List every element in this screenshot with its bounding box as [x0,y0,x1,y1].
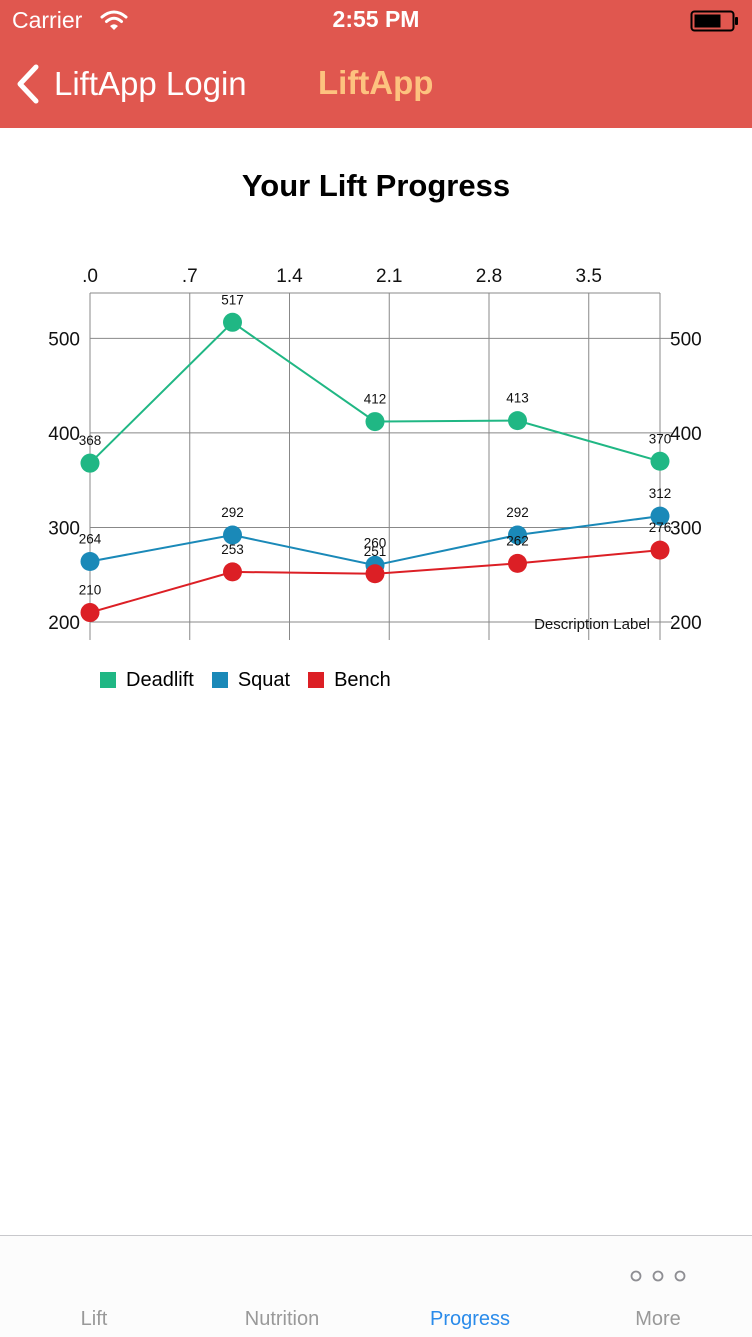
y-tick-label-right: 400 [670,424,702,445]
y-tick-label-left: 500 [48,329,80,350]
x-tick-label: 3.5 [576,266,602,287]
data-point-squat [80,551,100,571]
line-chart: .0 .7 1.4 2.1 2.8 3.5 200 200 300 300 400 400 500 500… [48,266,702,640]
y-tick-label-left: 300 [48,518,80,539]
data-label-deadlift: 517 [221,292,244,307]
chart-title: Your Lift Progress [241,168,511,203]
legend-label: Squat [237,668,291,691]
tab-more[interactable]: More [564,1236,752,1337]
y-tick-label-right: 200 [670,613,702,634]
legend-label: Bench [334,668,391,691]
data-point-bench [80,603,100,623]
legend-swatch [211,672,228,688]
legend-item-squat: Squat [211,668,291,692]
data-label-bench: 210 [79,583,102,598]
legend-label: Deadlift [126,668,194,691]
back-chevron-icon [17,64,39,104]
data-point-bench [365,564,385,584]
y-tick-label-left: 400 [48,424,80,445]
data-point-deadlift [223,312,242,332]
navigation-bar: Carrier 2:55 PM LiftApp Login LiftApp [0,0,752,128]
data-label-squat: 292 [221,505,244,520]
tab-label-more: More [635,1308,681,1330]
battery-icon [690,10,738,32]
tab-progress[interactable]: Progress [376,1236,564,1337]
data-label-bench: 253 [221,542,244,557]
back-button-label: LiftApp Login [54,65,247,102]
data-point-bench [650,540,670,560]
data-label-deadlift: 368 [79,433,102,448]
data-point-deadlift [508,411,527,431]
legend-item-bench: Bench [308,669,391,692]
y-tick-label-left: 200 [48,613,80,634]
carrier-label: Carrier [12,7,83,33]
data-point-squat [223,525,242,545]
legend-item-deadlift: Deadlift [100,669,194,692]
tab-label-nutrition: Nutrition [244,1308,320,1330]
tab-label-progress: Progress [429,1308,511,1330]
x-tick-label: 1.4 [276,266,303,287]
tab-bar: Lift Nutrition Progress More [0,1235,752,1337]
chart-description-label: Description Label [534,616,650,633]
chart-legend: Deadlift Squat Bench [100,666,409,694]
y-tick-label-right: 300 [670,518,702,539]
legend-swatch [100,672,116,688]
tab-nutrition[interactable]: Nutrition [188,1236,376,1337]
data-point-deadlift [80,453,100,473]
tab-lift[interactable]: Lift [0,1236,188,1337]
data-label-deadlift: 412 [364,392,387,407]
more-icon [630,1270,686,1282]
data-label-deadlift: 413 [506,391,529,406]
x-tick-label: 2.1 [376,266,402,287]
x-tick-label: 2.8 [476,266,502,287]
data-label-bench: 276 [649,520,672,535]
y-tick-label-right: 500 [670,329,702,350]
data-label-bench: 262 [506,533,529,548]
data-point-deadlift [365,412,385,432]
data-label-deadlift: 370 [649,431,672,446]
back-button[interactable]: LiftApp Login [12,56,247,112]
data-label-squat: 312 [649,486,672,501]
data-label-squat: 264 [79,531,102,546]
data-label-bench: 251 [364,544,387,559]
data-label-squat: 260 [364,535,387,550]
nav-title: LiftApp [318,64,434,101]
status-bar: Carrier 2:55 PM [0,0,752,40]
status-time: 2:55 PM [332,6,420,32]
wifi-icon [100,10,128,30]
data-point-deadlift [650,451,670,471]
x-tick-label: .7 [182,266,198,287]
data-point-squat [508,525,527,545]
data-point-squat [650,506,670,526]
data-label-squat: 292 [506,505,529,520]
tab-label-lift: Lift [80,1308,108,1330]
data-point-bench [223,562,242,582]
x-tick-label: .0 [82,266,98,287]
legend-swatch [308,672,325,688]
data-point-bench [508,553,527,573]
